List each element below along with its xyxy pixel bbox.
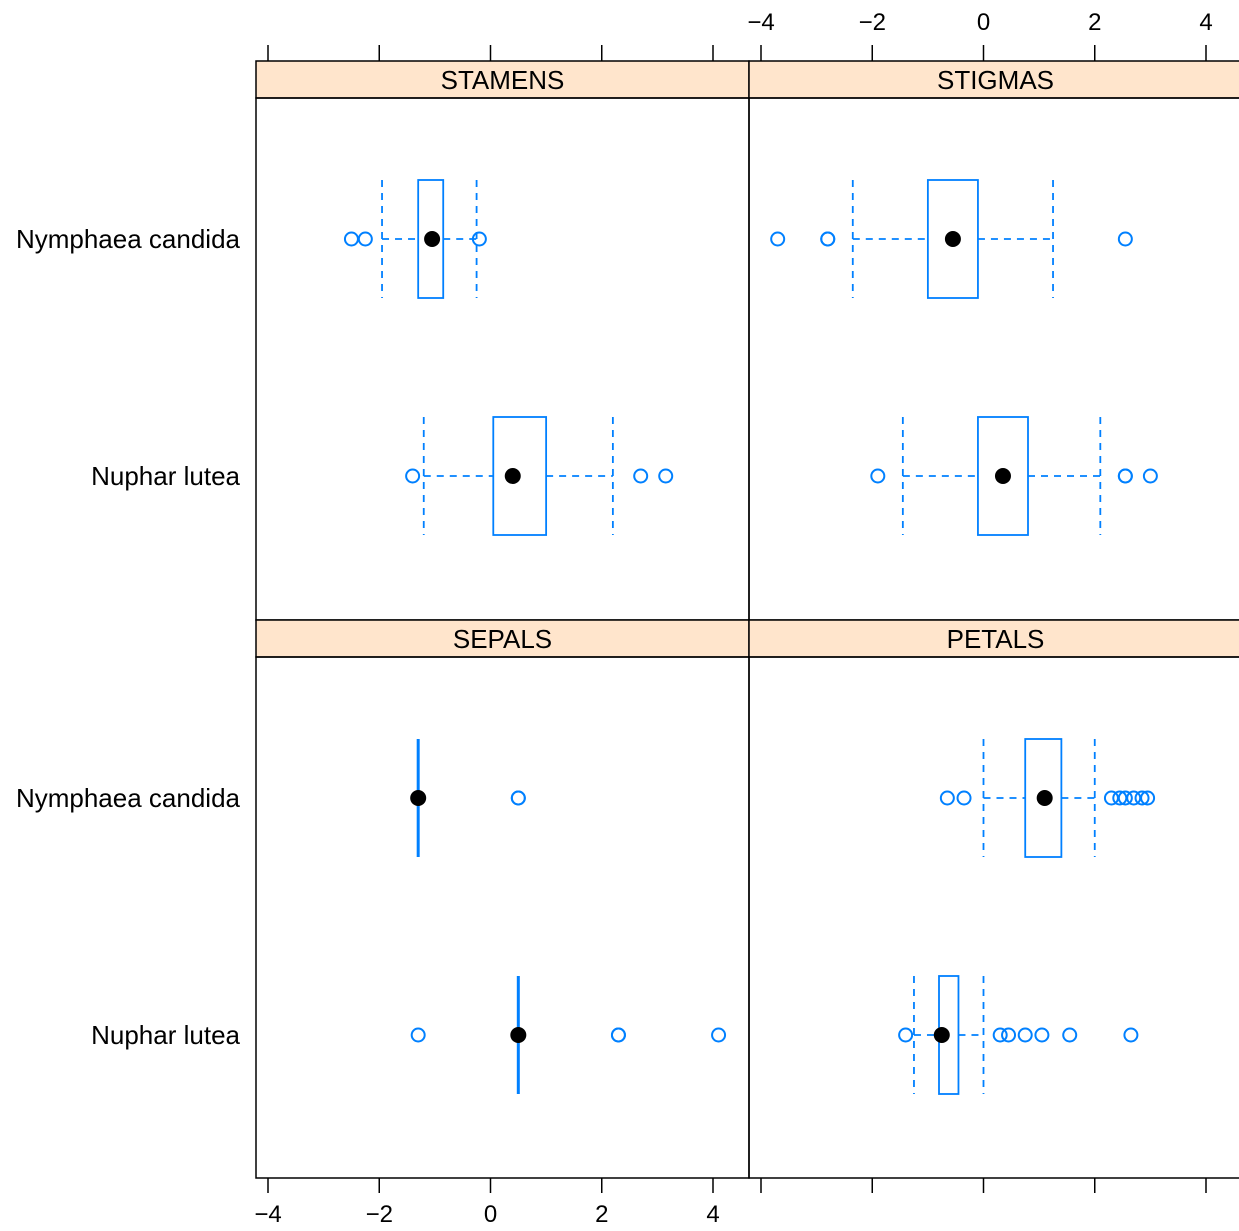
median-dot: [994, 468, 1011, 484]
panel-sepals: SEPALS: [255, 619, 750, 1179]
outlier-point: [1017, 1027, 1033, 1043]
median-dot: [1036, 790, 1053, 806]
outlier-point: [410, 1027, 426, 1043]
outlier-point: [820, 231, 836, 247]
median-dot: [944, 231, 961, 247]
top-axis-tick-label: 2: [1088, 9, 1101, 36]
category-label: Nymphaea candida: [16, 224, 241, 254]
panel-title: STIGMAS: [937, 65, 1054, 95]
box-group: [770, 179, 1133, 299]
outlier-point: [1117, 790, 1133, 806]
panel-stamens: STAMENS: [255, 60, 750, 621]
outlier-point: [1062, 1027, 1078, 1043]
box-group: [343, 179, 487, 299]
outlier-point: [405, 468, 421, 484]
panel-title: PETALS: [947, 624, 1045, 654]
box-group: [410, 739, 526, 857]
panel-frame: [255, 656, 750, 1179]
outlier-point: [1117, 231, 1133, 247]
outlier-point: [711, 1027, 727, 1043]
outlier-point: [510, 790, 526, 806]
category-label: Nymphaea candida: [16, 783, 241, 813]
top-axis-tick-label: 0: [977, 9, 990, 36]
box-group: [870, 416, 1158, 536]
outlier-point: [870, 468, 886, 484]
outlier-point: [658, 468, 674, 484]
outlier-point: [898, 1027, 914, 1043]
bottom-axis-tick-label: 0: [484, 1201, 497, 1228]
outlier-point: [770, 231, 786, 247]
box-group: [410, 976, 727, 1094]
panel-petals: PETALS: [748, 619, 1239, 1179]
panel-title: SEPALS: [453, 624, 552, 654]
bottom-axis-tick-label: −4: [254, 1201, 281, 1228]
outlier-point: [939, 790, 955, 806]
outlier-point: [1034, 1027, 1050, 1043]
box-group: [898, 975, 1139, 1095]
panel-strip: [255, 60, 750, 99]
panel-frame: [748, 97, 1239, 621]
median-dot: [424, 231, 441, 247]
outlier-point: [956, 790, 972, 806]
outlier-point: [1140, 790, 1156, 806]
median-dot: [933, 1027, 950, 1043]
outlier-point: [1134, 790, 1150, 806]
panel-frame: [748, 656, 1239, 1179]
box-iqr: [977, 416, 1029, 536]
panel-strip: [255, 619, 750, 658]
outlier-point: [992, 1027, 1008, 1043]
box-iqr: [1024, 738, 1063, 858]
outlier-point: [1123, 1027, 1139, 1043]
outlier-point: [357, 231, 373, 247]
panel-strip: [748, 619, 1239, 658]
outlier-point: [633, 468, 649, 484]
outlier-point: [610, 1027, 626, 1043]
category-label: Nuphar lutea: [91, 461, 240, 491]
box-iqr: [492, 416, 548, 536]
top-axis-tick-label: 4: [1199, 9, 1212, 36]
box-iqr: [926, 179, 979, 299]
bottom-axis-tick-label: −2: [366, 1201, 393, 1228]
box-group: [939, 738, 1156, 858]
outlier-point: [1117, 468, 1133, 484]
panel-stigmas: STIGMAS: [748, 60, 1239, 621]
top-axis-tick-label: −4: [747, 9, 774, 36]
bottom-axis-tick-label: 2: [595, 1201, 608, 1228]
bottom-axis-tick-label: 4: [706, 1201, 719, 1228]
outlier-point: [1001, 1027, 1017, 1043]
median-dot: [504, 468, 521, 484]
top-axis-tick-label: −2: [859, 9, 886, 36]
outlier-point: [1142, 468, 1158, 484]
panel-title: STAMENS: [441, 65, 565, 95]
outlier-point: [343, 231, 359, 247]
box-iqr: [417, 179, 445, 299]
outlier-point: [471, 231, 487, 247]
box-group: [405, 416, 674, 536]
category-label: Nuphar lutea: [91, 1020, 240, 1050]
median-dot: [410, 790, 427, 806]
median-dot: [510, 1027, 527, 1043]
panel-frame: [255, 97, 750, 621]
